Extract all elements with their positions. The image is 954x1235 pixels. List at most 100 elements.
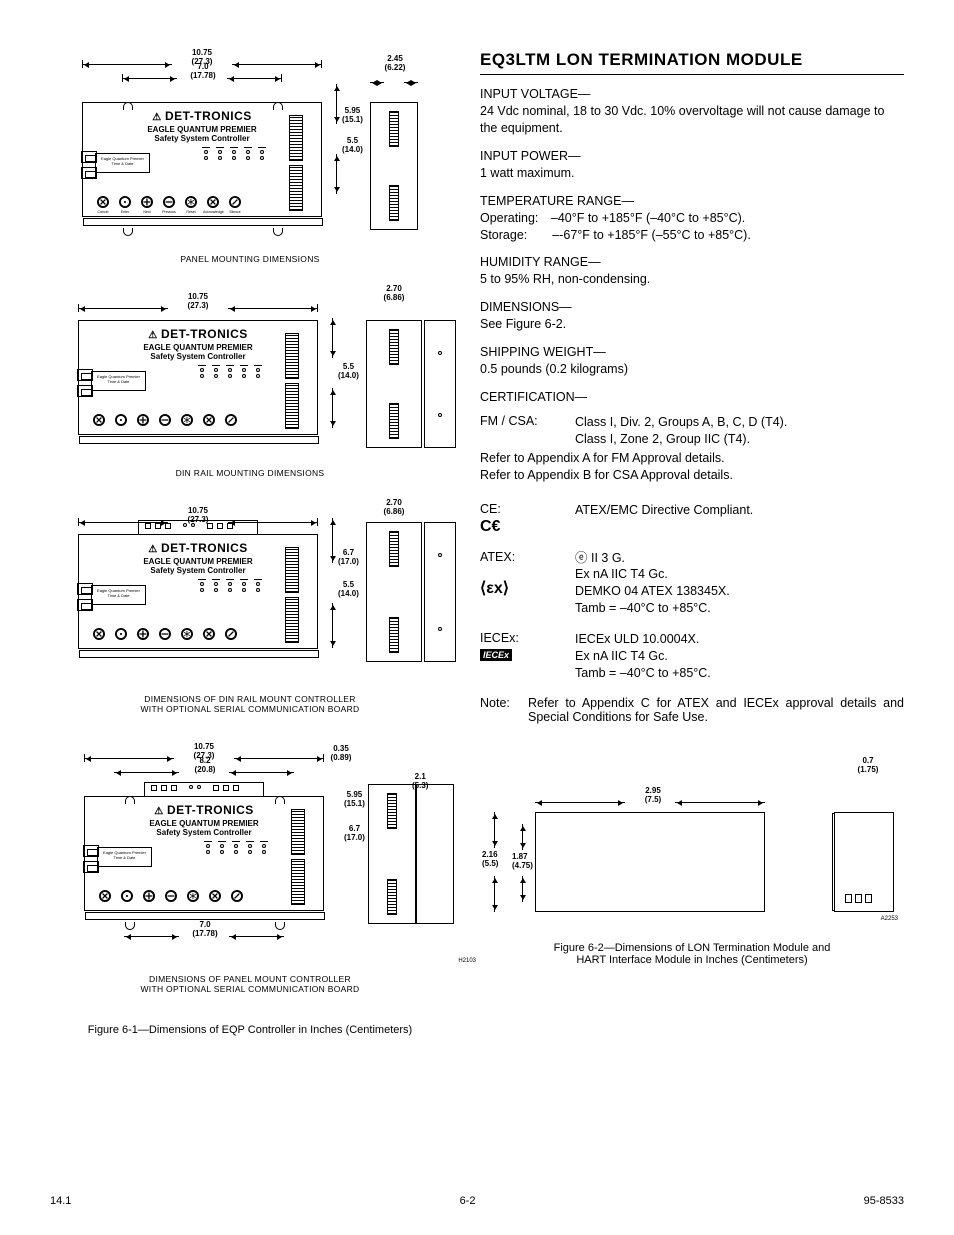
port	[81, 151, 97, 163]
diagram-din-rail: 10.75 (27.3) DET-TRONICS EAGLE QUANTUM P…	[50, 294, 450, 478]
figure-6-2-caption: Figure 6-2—Dimensions of LON Termination…	[480, 942, 904, 966]
left-column: 10.75 (27.3) 7.0 (17.78)	[50, 50, 450, 1036]
dim-text: (14.0)	[338, 589, 359, 598]
module-side	[834, 812, 894, 912]
footer-left: 14.1	[50, 1195, 71, 1207]
dim-text: (27.3)	[188, 301, 209, 310]
spec-input-power: INPUT POWER— 1 watt maximum.	[480, 149, 904, 182]
right-column: EQ3LTM LON TERMINATION MODULE INPUT VOLT…	[470, 50, 904, 1036]
spec-certification: CERTIFICATION—	[480, 390, 904, 404]
spec-body: See Figure 6-2.	[480, 316, 904, 333]
serial-board-top	[138, 520, 258, 534]
dim-text: 0.7	[862, 756, 873, 765]
brand-logo: DET-TRONICS	[148, 327, 248, 341]
brand-logo: DET-TRONICS	[148, 541, 248, 555]
diagram-caption: DIMENSIONS OF DIN RAIL MOUNT CONTROLLER …	[50, 694, 450, 714]
controller-side	[366, 320, 422, 448]
diagram-panel-serial: 10.75 (27.3) 8.2 (20.8) 0.35 (0.89)	[50, 744, 450, 994]
spec-body: Operating: –40°F to +185°F (–40°C to +85…	[480, 210, 904, 244]
note-key: Note:	[480, 696, 528, 724]
dim-text: 2.70	[386, 284, 402, 293]
dim-text: (6.22)	[385, 63, 406, 72]
iecex-icon: IECEx	[480, 649, 512, 661]
dim-text: 7.0	[199, 920, 210, 929]
spec-label: HUMIDITY RANGE—	[480, 255, 904, 269]
note-val: Refer to Appendix C for ATEX and IECEx a…	[528, 696, 904, 724]
controller-front: DET-TRONICS EAGLE QUANTUM PREMIER Safety…	[84, 796, 324, 911]
spec-weight: SHIPPING WEIGHT— 0.5 pounds (0.2 kilogra…	[480, 345, 904, 378]
dim-text: (14.0)	[342, 145, 363, 154]
dim-text: (6.86)	[384, 507, 405, 516]
dim-text: 7.0	[197, 62, 208, 71]
diagram-caption: DIN RAIL MOUNTING DIMENSIONS	[50, 468, 450, 478]
spec-label: CERTIFICATION—	[480, 390, 904, 404]
certification-note: Note: Refer to Appendix C for ATEX and I…	[480, 696, 904, 724]
product-line2: Safety System Controller	[150, 566, 245, 575]
dim-text: (7.5)	[645, 795, 661, 804]
dim-text: (17.0)	[338, 557, 359, 566]
dim-text: (15.1)	[342, 115, 363, 124]
product-line1: EAGLE QUANTUM PREMIER	[149, 819, 258, 828]
btn-label: Reset	[181, 210, 201, 214]
page-footer: 14.1 6-2 95-8533	[50, 1195, 904, 1207]
product-line1: EAGLE QUANTUM PREMIER	[143, 557, 252, 566]
btn-label: Previous	[159, 210, 179, 214]
spec-label: SHIPPING WEIGHT—	[480, 345, 904, 359]
dim-text: 0.35	[333, 744, 349, 753]
dim-text: (5.5)	[482, 859, 498, 868]
spec-dimensions: DIMENSIONS— See Figure 6-2.	[480, 300, 904, 333]
dim-text: (20.8)	[195, 765, 216, 774]
module-front	[535, 812, 765, 912]
dim-text: 2.1	[415, 772, 426, 781]
spec-label: TEMPERATURE RANGE—	[480, 194, 904, 208]
dim-text: 2.45	[387, 54, 403, 63]
controller-side	[366, 522, 422, 662]
ref-code: A2253	[881, 916, 898, 922]
controller-front: DET-TRONICS EAGLE QUANTUM PREMIER Safety…	[78, 534, 318, 649]
ref-code: H2103	[458, 958, 476, 964]
dim-text: 2.95	[645, 786, 661, 795]
connector-slot	[289, 165, 303, 211]
port	[81, 167, 97, 179]
cert-fmcsa: FM / CSA: Class I, Div. 2, Groups A, B, …	[480, 414, 904, 448]
cert-val: Class I, Div. 2, Groups A, B, C, D (T4).…	[575, 414, 787, 448]
dim-text: (17.0)	[344, 833, 365, 842]
dim-text: (15.1)	[344, 799, 365, 808]
brand-logo: DET-TRONICS	[154, 803, 254, 817]
cert-atex: ATEX: ⟨εx⟩ ⓔ II 3 G. Ex nA IIC T4 Gc. DE…	[480, 550, 904, 618]
dim-text: 8.2	[199, 756, 210, 765]
controller-side	[368, 784, 416, 924]
lcd-line: Time & Date	[94, 379, 143, 384]
cert-fmcsa-note: Refer to Appendix A for FM Approval deta…	[480, 450, 904, 484]
dim-text: 6.7	[343, 548, 354, 557]
dim-text: (1.75)	[858, 765, 879, 774]
dim-text: (14.0)	[338, 371, 359, 380]
led-panel	[202, 147, 266, 160]
lcd-line: Time & Date	[100, 855, 149, 860]
cert-val: ⓔ II 3 G. Ex nA IIC T4 Gc. DEMKO 04 ATEX…	[575, 550, 730, 618]
cert-val: IECEx ULD 10.0004X. Ex nA IIC T4 Gc. Tam…	[575, 631, 711, 682]
diagram-caption: DIMENSIONS OF PANEL MOUNT CONTROLLER WIT…	[50, 974, 450, 994]
dim-text: (17.78)	[192, 929, 217, 938]
dim-text: 10.75	[188, 506, 208, 515]
terminal-strip	[83, 218, 323, 226]
footer-right: 95-8533	[864, 1195, 904, 1207]
btn-label: Next	[137, 210, 157, 214]
lcd-line: Time & Date	[94, 593, 143, 598]
spec-label: DIMENSIONS—	[480, 300, 904, 314]
controller-front: DET-TRONICS EAGLE QUANTUM PREMIER Safety…	[82, 102, 322, 217]
product-line1: EAGLE QUANTUM PREMIER	[147, 125, 256, 134]
spec-body: 24 Vdc nominal, 18 to 30 Vdc. 10% overvo…	[480, 103, 904, 137]
connector-slot	[289, 115, 303, 161]
controller-side	[370, 102, 418, 230]
din-clip	[424, 320, 456, 448]
diagram-din-rail-serial: 10.75 (27.3)	[50, 508, 450, 714]
dim-text: (17.78)	[190, 71, 215, 80]
dim-text: 10.75	[188, 292, 208, 301]
dim-text: 5.5	[347, 136, 358, 145]
ex-icon: ⟨εx⟩	[480, 578, 575, 598]
cert-key: CE:	[480, 502, 575, 516]
lcd-display: Eagle Quantum Premier Time & Date	[95, 153, 150, 173]
dim-text: (6.86)	[384, 293, 405, 302]
controller-front: DET-TRONICS EAGLE QUANTUM PREMIER Safety…	[78, 320, 318, 435]
